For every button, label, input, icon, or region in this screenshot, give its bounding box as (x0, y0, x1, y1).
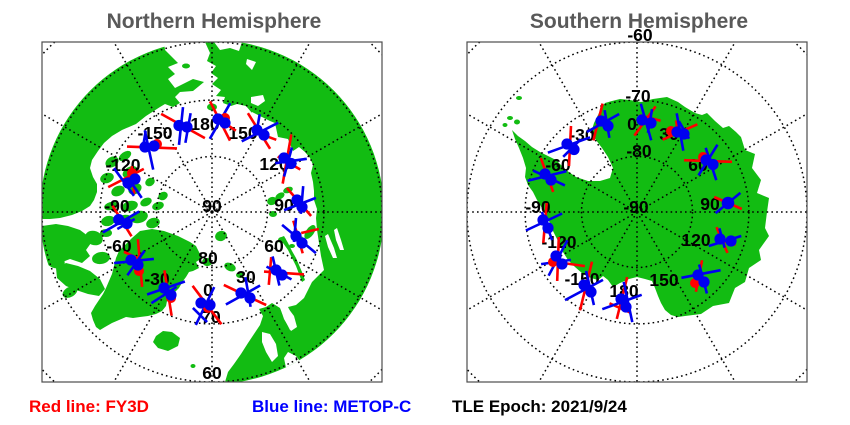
svg-text:60: 60 (202, 363, 222, 383)
svg-text:-30: -30 (569, 125, 595, 145)
svg-text:90: 90 (202, 196, 222, 216)
svg-text:Northern Hemisphere: Northern Hemisphere (107, 10, 322, 33)
svg-text:-60: -60 (545, 155, 571, 175)
svg-text:90: 90 (274, 195, 294, 215)
svg-text:-90: -90 (104, 196, 130, 216)
svg-text:90: 90 (700, 194, 720, 214)
svg-text:120: 120 (681, 230, 710, 250)
svg-text:Red line: FY3D: Red line: FY3D (29, 397, 149, 416)
svg-text:-60: -60 (627, 25, 653, 45)
svg-text:30: 30 (236, 267, 256, 287)
svg-text:150: 150 (649, 270, 678, 290)
svg-text:-80: -80 (626, 141, 652, 161)
svg-text:-90: -90 (525, 197, 551, 217)
svg-text:Southern Hemisphere: Southern Hemisphere (530, 10, 748, 33)
svg-text:-90: -90 (623, 197, 649, 217)
svg-text:0: 0 (627, 114, 637, 134)
svg-text:-150: -150 (564, 269, 599, 289)
svg-text:-60: -60 (106, 236, 132, 256)
svg-text:0: 0 (203, 280, 213, 300)
svg-text:TLE Epoch: 2021/9/24: TLE Epoch: 2021/9/24 (452, 397, 627, 416)
svg-text:60: 60 (264, 236, 284, 256)
svg-text:Blue line: METOP-C: Blue line: METOP-C (252, 397, 411, 416)
svg-text:-70: -70 (625, 86, 651, 106)
svg-text:80: 80 (198, 248, 218, 268)
